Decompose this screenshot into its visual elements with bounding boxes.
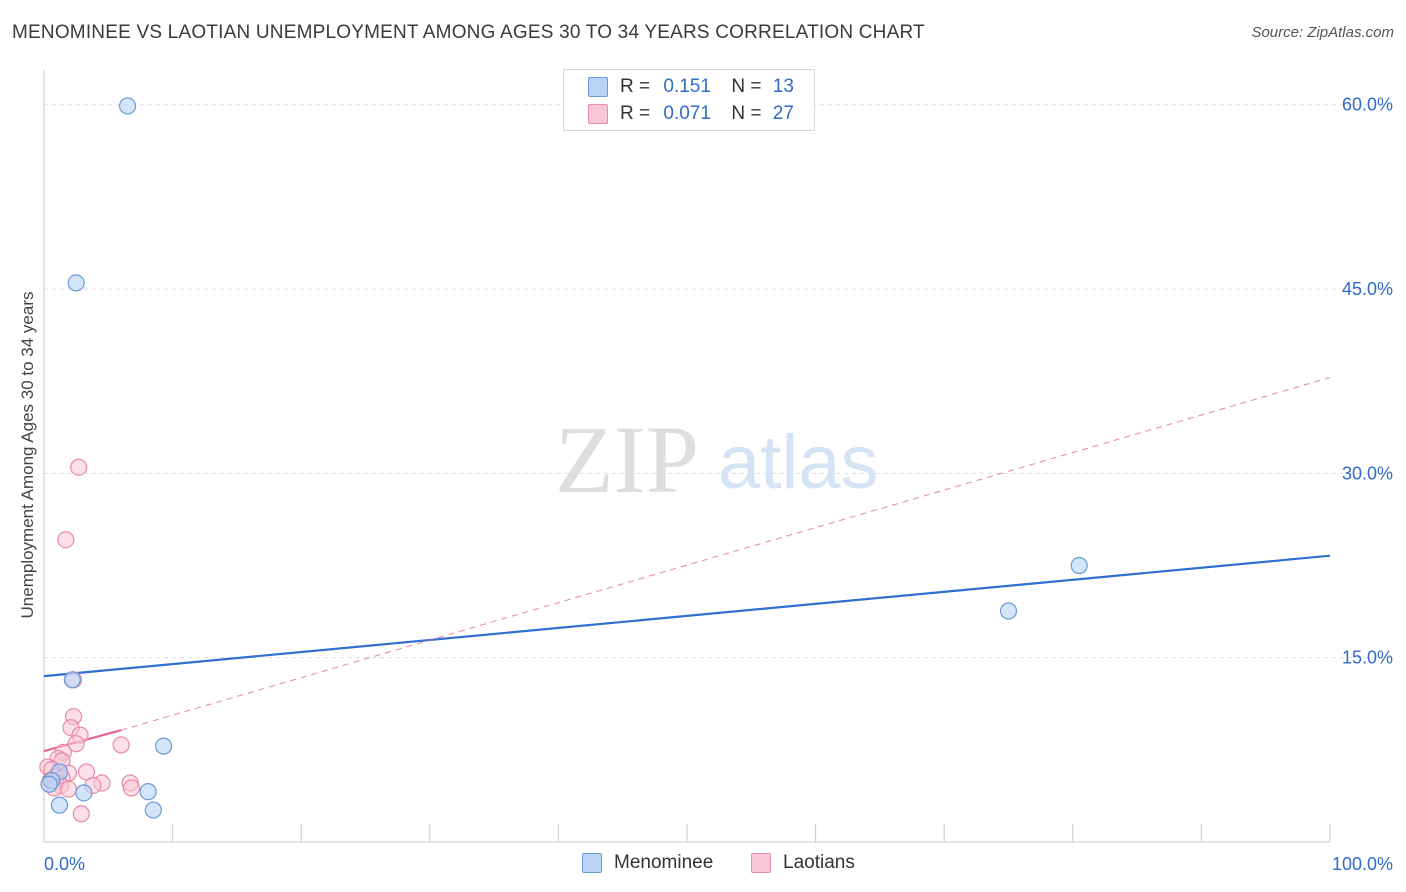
legend-item-menominee[interactable]: Menominee [582,852,713,874]
grid-lines [44,104,1392,659]
legend-n-value: 13 [772,76,794,97]
x-tick-label: 0.0% [44,854,85,874]
y-tick-label: 60.0% [1342,95,1393,115]
x-tick-label: 100.0% [1332,854,1393,874]
chart-title: MENOMINEE VS LAOTIAN UNEMPLOYMENT AMONG … [12,22,925,43]
legend-r-value: 0.071 [663,103,711,124]
correlation-legend: R = 0.151 N = 13 R = 0.071 N = 27 [563,69,815,131]
laotians-point [70,458,88,476]
y-tick-label: 45.0% [1342,279,1393,299]
laotians-point [112,736,130,754]
legend-label-menominee: Menominee [614,852,714,873]
menominee-point [75,784,93,802]
laotians-point [122,779,141,797]
data-points [39,97,1088,823]
laotians-point [72,805,90,823]
menominee-point [50,796,69,814]
source-label: Source: ZipAtlas.com [1251,24,1394,41]
legend-r-label: R = [620,103,651,124]
watermark-zip: ZIP [555,406,699,513]
laotians-point [67,735,85,753]
menominee-trend-line [43,554,1331,678]
laotians-trend-dashed [121,377,1331,731]
legend-swatch-menominee [582,853,602,873]
y-tick-labels: 15.0% 30.0% 45.0% 60.0% [1342,95,1393,668]
watermark-atlas: atlas [718,420,879,505]
menominee-point [40,775,58,793]
menominee-point [1070,556,1088,575]
menominee-point [139,783,157,801]
menominee-point [999,602,1018,620]
menominee-point [118,97,137,115]
menominee-point [63,671,81,689]
legend-label-laotians: Laotians [783,852,855,873]
y-tick-label: 30.0% [1342,463,1393,483]
legend-swatch-pink [588,104,608,124]
laotians-point [59,780,78,798]
legend-n-value: 27 [772,103,794,124]
legend-r-value: 0.151 [663,76,711,97]
legend-swatch-laotians [751,853,771,873]
menominee-point [154,737,173,755]
menominee-point [67,274,85,292]
laotians-point [57,531,75,549]
series-legend: Menominee Laotians [0,852,1406,876]
legend-n-label: N = [731,76,762,97]
y-tick-label: 15.0% [1342,648,1393,668]
menominee-point [144,801,162,819]
legend-item-laotians[interactable]: Laotians [751,852,855,874]
x-tick-labels: 0.0% 100.0% [44,854,1393,874]
x-axis-ticks [172,824,1331,842]
legend-row-menominee: R = 0.151 N = 13 [588,75,794,99]
legend-r-label: R = [620,76,651,97]
legend-n-label: N = [731,103,762,124]
watermark: ZIP atlas [555,406,879,513]
y-axis-label: Unemployment Among Ages 30 to 34 years [18,291,37,619]
legend-swatch-blue [588,77,608,97]
legend-row-laotians: R = 0.071 N = 27 [588,102,794,126]
